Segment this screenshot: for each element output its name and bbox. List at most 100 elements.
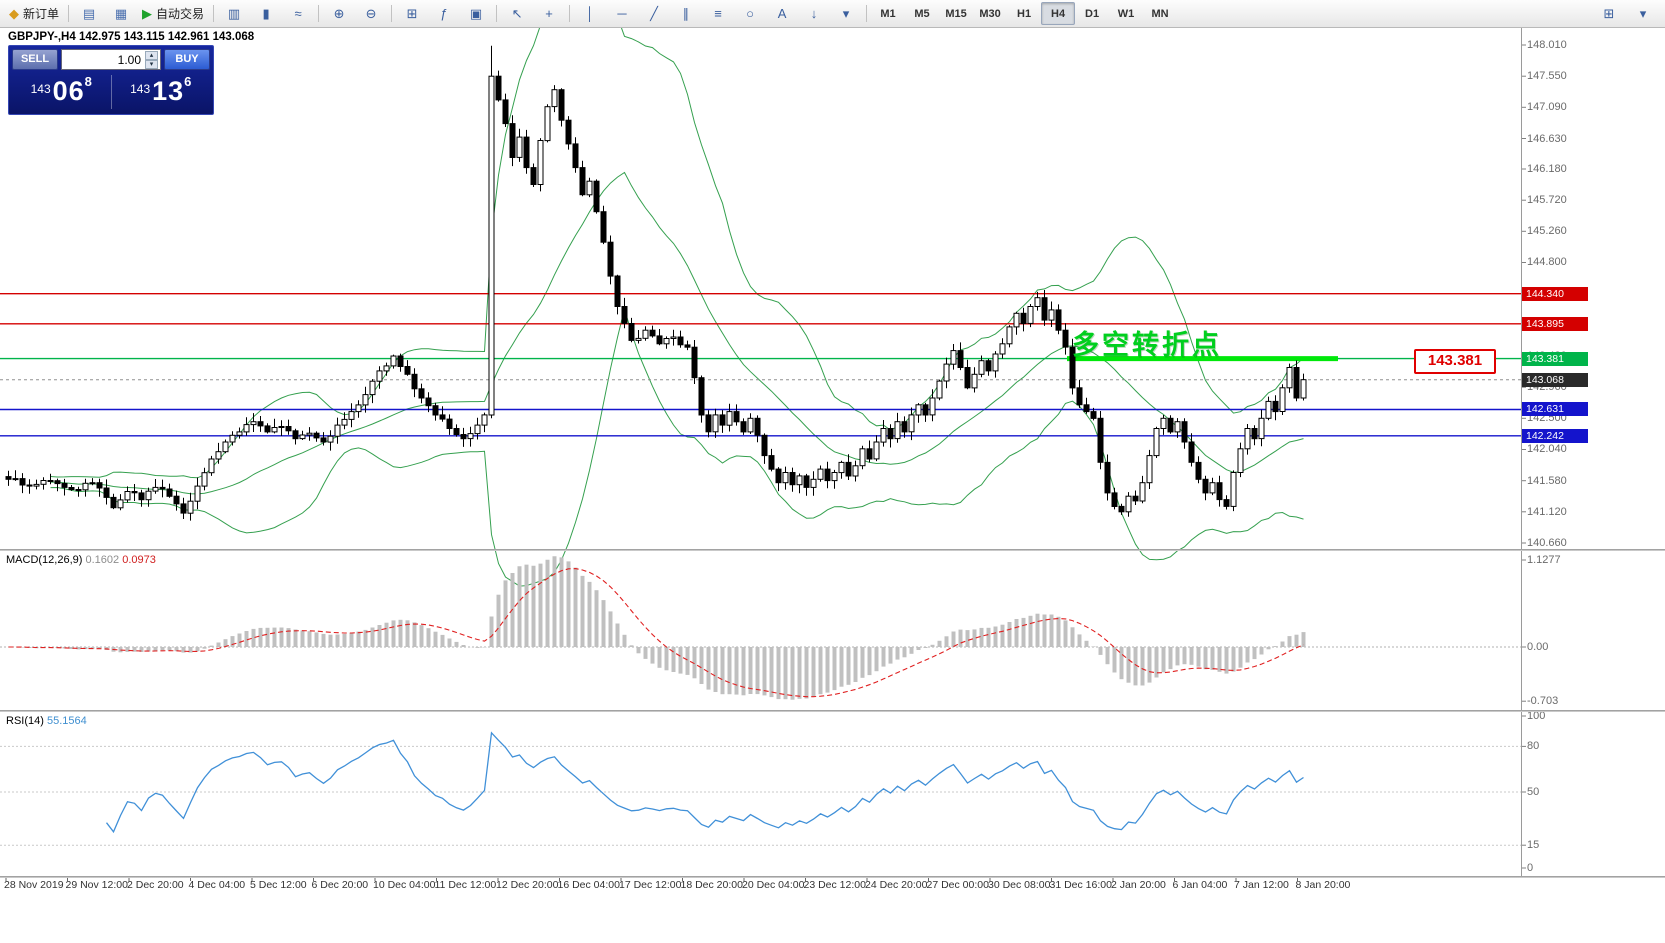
time-axis-label: 18 Dec 20:00 [680, 879, 743, 891]
templates-button[interactable]: ▣ [460, 2, 492, 25]
arrow-objects-button[interactable]: ↓ [798, 2, 830, 25]
macd-axis-label: 1.1277 [1527, 553, 1561, 566]
sell-button[interactable]: SELL [12, 49, 58, 70]
bar-chart-button[interactable]: ▥ [218, 2, 250, 25]
sell-price-display[interactable]: 143068 [12, 73, 111, 111]
timeframe-m1-button-label: M1 [880, 7, 896, 20]
timeframe-m30-button[interactable]: M30 [973, 2, 1007, 25]
window-menu-button[interactable]: ▾ [1627, 2, 1659, 25]
objects-dropdown-button[interactable]: ▾ [830, 2, 862, 25]
sell-price-sup: 8 [84, 74, 92, 89]
channel-icon: ∥ [682, 6, 690, 21]
toolbar-separator [391, 5, 393, 22]
timeframe-h1-button-label: H1 [1017, 7, 1032, 20]
price-axis-label: 145.260 [1527, 225, 1567, 238]
buy-price-big: 13 [152, 76, 185, 106]
timeframe-d1-button[interactable]: D1 [1075, 2, 1109, 25]
price-axis-label: 142.040 [1527, 443, 1567, 456]
indicators-button[interactable]: ƒ [428, 2, 460, 25]
line-chart-button[interactable]: ≈ [282, 2, 314, 25]
toolbar-separator [318, 5, 320, 22]
turning-point-annotation[interactable]: 多空转折点 [1072, 330, 1222, 360]
price-axis-label: 147.090 [1527, 101, 1567, 114]
time-axis-label: 17 Dec 12:00 [619, 879, 682, 891]
price-axis-badge: 142.242 [1522, 428, 1588, 443]
price-divider [110, 75, 112, 109]
vertical-line-button[interactable]: │ [574, 2, 606, 25]
timeframe-m1-button[interactable]: M1 [871, 2, 905, 25]
text-button[interactable]: A [766, 2, 798, 25]
new-window-icon: ⊞ [1603, 6, 1615, 21]
timeframe-mn-button-label: MN [1151, 7, 1169, 20]
channel-button[interactable]: ∥ [670, 2, 702, 25]
charts-grid-button[interactable]: ▦ [105, 2, 137, 25]
price-axis-badge: 142.631 [1522, 402, 1588, 417]
chart-symbol-header: GBPJPY-,H4 142.975 143.115 142.961 143.0… [8, 31, 255, 43]
timeframe-h4-button[interactable]: H4 [1041, 2, 1076, 25]
zoom-out-button[interactable]: ⊖ [355, 2, 387, 25]
macd-indicator-label: MACD(12,26,9) 0.1602 0.0973 [6, 554, 156, 566]
panel-separator-macd[interactable] [0, 549, 1665, 551]
tile-windows-button[interactable]: ⊞ [396, 2, 428, 25]
rsi-value: 55.1564 [46, 715, 87, 727]
timeframe-m15-button[interactable]: M15 [939, 2, 973, 25]
timeframe-mn-button[interactable]: MN [1143, 2, 1177, 25]
crosshair-icon: + [545, 6, 553, 21]
profiles-button[interactable]: ▤ [73, 2, 105, 25]
price-tag-box[interactable]: 143.381 [1414, 349, 1496, 374]
price-axis-badge: 143.895 [1522, 316, 1588, 331]
sell-price-big: 06 [52, 76, 85, 106]
new-order-button-label: 新订单 [23, 7, 60, 21]
profiles-icon: ▤ [82, 6, 96, 21]
ellipse-button[interactable]: ○ [734, 2, 766, 25]
arrow-objects-icon: ↓ [810, 6, 818, 21]
volume-spinner: ▴ ▾ [145, 50, 158, 69]
panel-separator-timeaxis[interactable] [0, 876, 1665, 878]
autotrading-button[interactable]: ▶ 自动交易 [137, 2, 209, 25]
buy-price-sup: 6 [184, 74, 192, 89]
volume-decrease-button[interactable]: ▾ [145, 59, 158, 69]
volume-increase-button[interactable]: ▴ [145, 50, 158, 60]
timeframe-m5-button[interactable]: M5 [905, 2, 939, 25]
time-axis-label: 6 Dec 20:00 [311, 879, 369, 891]
rsi-name: RSI(14) [6, 715, 44, 727]
time-axis-label: 6 Jan 04:00 [1172, 879, 1228, 891]
timeframe-m30-button-label: M30 [979, 7, 1001, 20]
volume-field[interactable]: 1.00 ▴ ▾ [61, 49, 161, 70]
text-icon: A [777, 6, 787, 21]
autotrading-button-label: 自动交易 [156, 7, 205, 21]
time-axis-label: 12 Dec 20:00 [496, 879, 559, 891]
price-axis-badge: 143.381 [1522, 351, 1588, 366]
new-order-button[interactable]: ◆ 新订单 [4, 2, 64, 25]
new-order-icon: ◆ [9, 6, 19, 21]
crosshair-button[interactable]: + [533, 2, 565, 25]
rsi-axis-label: 100 [1527, 710, 1546, 722]
tile-windows-icon: ⊞ [406, 6, 418, 21]
time-axis-label: 4 Dec 04:00 [188, 879, 246, 891]
new-window-button[interactable]: ⊞ [1593, 2, 1625, 25]
main-toolbar: ◆ 新订单 ▤ ▦ ▶ 自动交易 ▥ ▮ ≈ ⊕ ⊖ ⊞ ƒ ▣ ↖ + │ ─ ╱ ∥ ≡ ○ A ↓ ▾ M1 M5 M15 M30… [0, 0, 1665, 28]
buy-price-display[interactable]: 143136 [112, 73, 211, 111]
one-click-top-row: SELL 1.00 ▴ ▾ BUY [12, 49, 210, 70]
cursor-icon: ↖ [511, 6, 523, 21]
objects-dropdown-icon: ▾ [842, 6, 850, 21]
fibonacci-button[interactable]: ≡ [702, 2, 734, 25]
horizontal-line-button[interactable]: ─ [606, 2, 638, 25]
bar-chart-icon: ▥ [227, 6, 241, 21]
price-axis-separator[interactable] [1521, 27, 1522, 876]
trendline-button[interactable]: ╱ [638, 2, 670, 25]
toolbar-separator [213, 5, 215, 22]
timeframe-w1-button[interactable]: W1 [1109, 2, 1143, 25]
time-axis-label: 16 Dec 04:00 [557, 879, 620, 891]
vertical-line-icon: │ [585, 6, 595, 21]
timeframe-h1-button[interactable]: H1 [1007, 2, 1041, 25]
time-axis-label: 28 Nov 2019 [4, 879, 64, 891]
cursor-button[interactable]: ↖ [501, 2, 533, 25]
time-axis-label: 7 Jan 12:00 [1234, 879, 1289, 891]
toolbar-separator [866, 5, 868, 22]
zoom-in-button[interactable]: ⊕ [323, 2, 355, 25]
candlestick-chart-button[interactable]: ▮ [250, 2, 282, 25]
panel-separator-rsi[interactable] [0, 710, 1665, 712]
buy-button[interactable]: BUY [164, 49, 210, 70]
